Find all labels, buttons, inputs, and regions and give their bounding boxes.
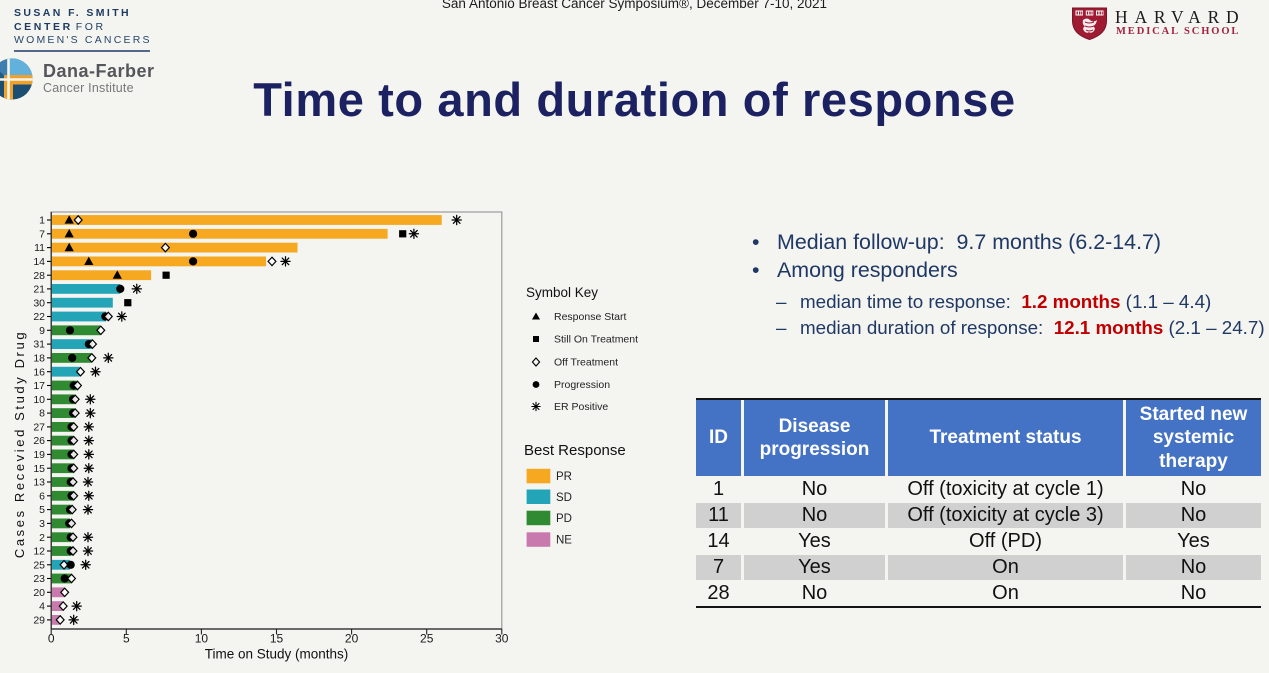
svg-text:11: 11 — [34, 242, 45, 254]
svg-text:ER Positive: ER Positive — [554, 401, 608, 413]
svg-text:23: 23 — [33, 573, 45, 585]
svg-text:25: 25 — [33, 559, 45, 571]
svg-text:10: 10 — [33, 394, 45, 406]
svg-text:15: 15 — [270, 632, 284, 646]
svg-text:27: 27 — [33, 422, 45, 434]
svg-text:Time on Study (months): Time on Study (months) — [205, 647, 349, 662]
svg-text:17: 17 — [33, 380, 45, 392]
svg-text:Symbol Key: Symbol Key — [526, 285, 598, 300]
svg-text:30: 30 — [495, 632, 509, 646]
svg-text:0: 0 — [48, 632, 55, 646]
svg-text:15: 15 — [33, 463, 45, 475]
svg-text:13: 13 — [33, 477, 45, 489]
svg-text:12: 12 — [33, 546, 45, 558]
svg-text:6: 6 — [39, 490, 45, 502]
svg-text:28: 28 — [33, 270, 45, 282]
svg-text:4: 4 — [39, 601, 45, 613]
svg-text:NE: NE — [556, 535, 572, 547]
svg-text:7: 7 — [39, 228, 45, 240]
svg-text:16: 16 — [33, 366, 45, 378]
svg-text:19: 19 — [33, 449, 45, 461]
svg-text:SD: SD — [556, 492, 572, 504]
svg-text:31: 31 — [33, 339, 45, 351]
svg-text:5: 5 — [39, 504, 45, 516]
svg-text:PD: PD — [556, 513, 572, 525]
svg-text:PR: PR — [556, 471, 572, 483]
svg-text:14: 14 — [33, 256, 45, 268]
svg-text:Still On Treatment: Still On Treatment — [554, 334, 638, 346]
svg-text:18: 18 — [33, 353, 45, 365]
svg-text:20: 20 — [33, 587, 45, 599]
svg-text:21: 21 — [33, 284, 45, 296]
svg-text:5: 5 — [123, 632, 130, 646]
svg-text:Progression: Progression — [554, 379, 610, 391]
svg-text:Off Treatment: Off Treatment — [554, 357, 618, 369]
svg-text:8: 8 — [39, 408, 45, 420]
svg-text:Best Response: Best Response — [524, 442, 626, 459]
svg-text:3: 3 — [39, 518, 45, 530]
svg-text:Response Start: Response Start — [554, 311, 626, 323]
svg-text:25: 25 — [420, 632, 434, 646]
svg-text:2: 2 — [39, 532, 45, 544]
svg-text:10: 10 — [195, 632, 209, 646]
svg-text:22: 22 — [33, 311, 45, 323]
svg-text:1: 1 — [39, 215, 45, 227]
svg-text:26: 26 — [33, 435, 45, 447]
svg-text:9: 9 — [39, 325, 45, 337]
svg-text:Cases Recevied Study Drug: Cases Recevied Study Drug — [12, 330, 27, 558]
svg-text:29: 29 — [33, 615, 45, 627]
svg-text:20: 20 — [345, 632, 359, 646]
svg-text:30: 30 — [33, 297, 45, 309]
